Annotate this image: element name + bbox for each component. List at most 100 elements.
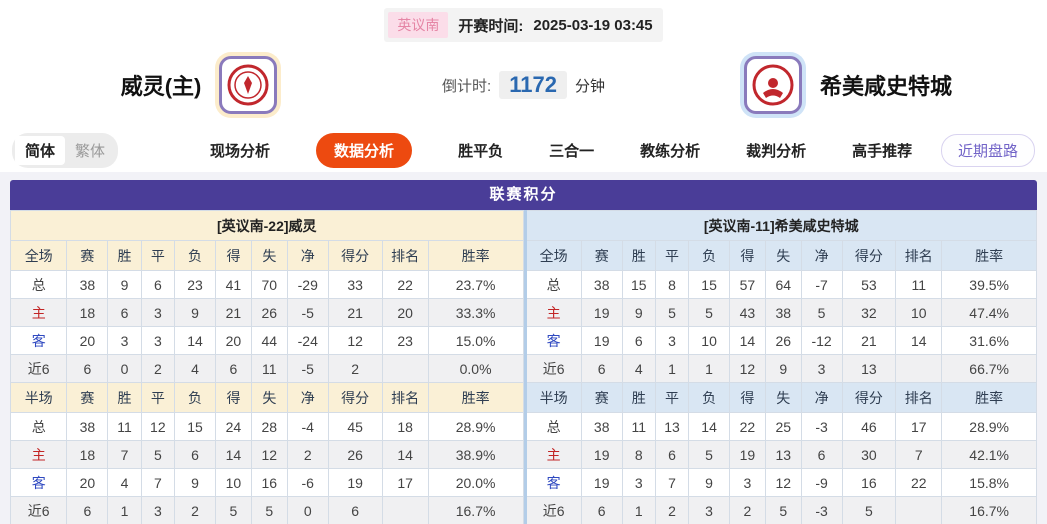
stat-cell: 4 [174, 354, 216, 383]
countdown-label: 倒计时: [442, 77, 492, 95]
stat-cell: 5 [688, 440, 731, 469]
column-header: 赛 [66, 382, 109, 413]
lang-traditional-button[interactable]: 繁体 [75, 142, 106, 160]
column-header: 胜 [107, 240, 142, 271]
stat-cell: 0.0% [427, 354, 524, 383]
stat-cell: 5 [764, 496, 802, 524]
nav-tab[interactable]: 高手推荐 [852, 142, 913, 160]
stat-cell: 16 [841, 468, 897, 497]
nav-tab[interactable]: 胜平负 [458, 142, 504, 160]
stat-cell: 3 [621, 468, 656, 497]
stat-cell: 46 [841, 412, 897, 441]
stat-cell: 15 [621, 270, 656, 299]
table-title: 联赛积分 [10, 180, 1037, 210]
away-team-badge [739, 52, 806, 118]
stat-cell: 7 [895, 440, 943, 469]
nav-tab[interactable]: 三合一 [549, 142, 595, 160]
stat-cell: 28 [250, 412, 288, 441]
stat-cell: 11 [250, 354, 288, 383]
stat-cell: 10 [688, 326, 731, 355]
lang-simplified-button[interactable]: 简体 [15, 135, 66, 165]
stat-cell: 17 [895, 412, 943, 441]
stat-cell: 12 [250, 440, 288, 469]
nav-tab[interactable]: 裁判分析 [746, 142, 807, 160]
column-header: 净 [800, 240, 843, 271]
column-header: 胜 [621, 240, 656, 271]
countdown-unit: 分钟 [574, 77, 605, 95]
column-header: 负 [688, 382, 731, 413]
column-header: 得分 [841, 240, 897, 271]
stat-cell: 10 [895, 298, 943, 327]
row-label: 主 [9, 298, 68, 327]
away-stats-table: [英议南-11]希美咸史特城 全场赛胜平负得失净得分 排名 胜率总 38 15 8 15 57 6… [523, 210, 1038, 524]
recent-odds-button[interactable]: 近期盘路 [940, 133, 1035, 167]
stat-cell: 30 [841, 440, 897, 469]
match-header: 威灵(主) 倒计时: 1172 分钟 希美咸 [0, 42, 1047, 128]
row-label: 总 [9, 270, 68, 299]
stat-cell: 6 [140, 270, 176, 299]
stat-cell: 6 [580, 354, 623, 383]
stat-cell: 45 [327, 412, 383, 441]
stat-cell: 16.7% [427, 496, 524, 524]
stat-cell: 9 [688, 468, 731, 497]
nav-tab[interactable]: 数据分析 [316, 132, 413, 168]
stat-cell: 4 [107, 468, 142, 497]
stat-cell: 25 [764, 412, 802, 441]
column-header: 平 [654, 240, 690, 271]
stat-cell: 28.9% [941, 412, 1037, 441]
stat-cell: 2 [654, 496, 690, 524]
stat-cell: 11 [621, 412, 656, 441]
column-header: 净 [800, 382, 843, 413]
stat-cell: 3 [654, 326, 690, 355]
stat-cell: 44 [250, 326, 288, 355]
stat-cell: 3 [800, 354, 843, 383]
stat-cell: 57 [729, 270, 766, 299]
stat-cell: 14 [895, 326, 943, 355]
nav-tab[interactable]: 现场分析 [210, 142, 271, 160]
lang-toggle: 简体 繁体 [12, 132, 119, 168]
league-badge: 英议南 [388, 12, 449, 38]
countdown-value: 1172 [499, 71, 567, 99]
column-header: 全场 [9, 240, 68, 271]
row-label: 总 [524, 412, 582, 441]
stat-cell: -24 [286, 326, 329, 355]
team-section-header: [英议南-11]希美咸史特城 [524, 210, 1037, 241]
stat-cell: 39.5% [941, 270, 1037, 299]
stat-row: 客 19 6 3 10 14 26 -12 21 14 31.6% [524, 326, 1037, 355]
stat-cell: -4 [286, 412, 329, 441]
stat-cell: -3 [800, 412, 843, 441]
stat-cell: 3 [140, 298, 176, 327]
stat-cell: 14 [215, 440, 252, 469]
kickoff-pill: 英议南 开赛时间: 2025-03-19 03:45 [384, 8, 663, 42]
stat-cell: 18 [66, 440, 109, 469]
row-label: 主 [524, 298, 582, 327]
stat-cell: 64 [764, 270, 802, 299]
nav-tab[interactable]: 教练分析 [640, 142, 701, 160]
stat-cell: 9 [174, 468, 216, 497]
column-header: 胜率 [427, 382, 524, 413]
stat-cell: 18 [381, 412, 429, 441]
column-header: 排名 [381, 382, 429, 413]
column-header: 得 [729, 240, 766, 271]
countdown: 倒计时: 1172 分钟 [402, 71, 645, 99]
stat-cell: 16 [250, 468, 288, 497]
stat-cell: 26 [764, 326, 802, 355]
row-label: 客 [9, 326, 68, 355]
stat-cell: 1 [654, 354, 690, 383]
column-header: 赛 [580, 382, 623, 413]
stat-cell: 3 [140, 326, 176, 355]
stat-cell: 26 [327, 440, 383, 469]
stat-cell: 47.4% [941, 298, 1037, 327]
column-header: 赛 [66, 240, 109, 271]
column-header: 平 [654, 382, 690, 413]
stat-cell: 22 [381, 270, 429, 299]
stat-cell: 2 [729, 496, 766, 524]
stat-cell: 21 [841, 326, 897, 355]
stat-cell: 10 [215, 468, 252, 497]
stat-cell: 6 [580, 496, 623, 524]
stat-cell: 6 [800, 440, 843, 469]
stat-cell: 12 [327, 326, 383, 355]
stat-cell: 38.9% [427, 440, 524, 469]
stat-cell: 5 [841, 496, 897, 524]
stat-row: 客 20 3 3 14 20 44 -24 12 23 15.0% [9, 326, 524, 355]
